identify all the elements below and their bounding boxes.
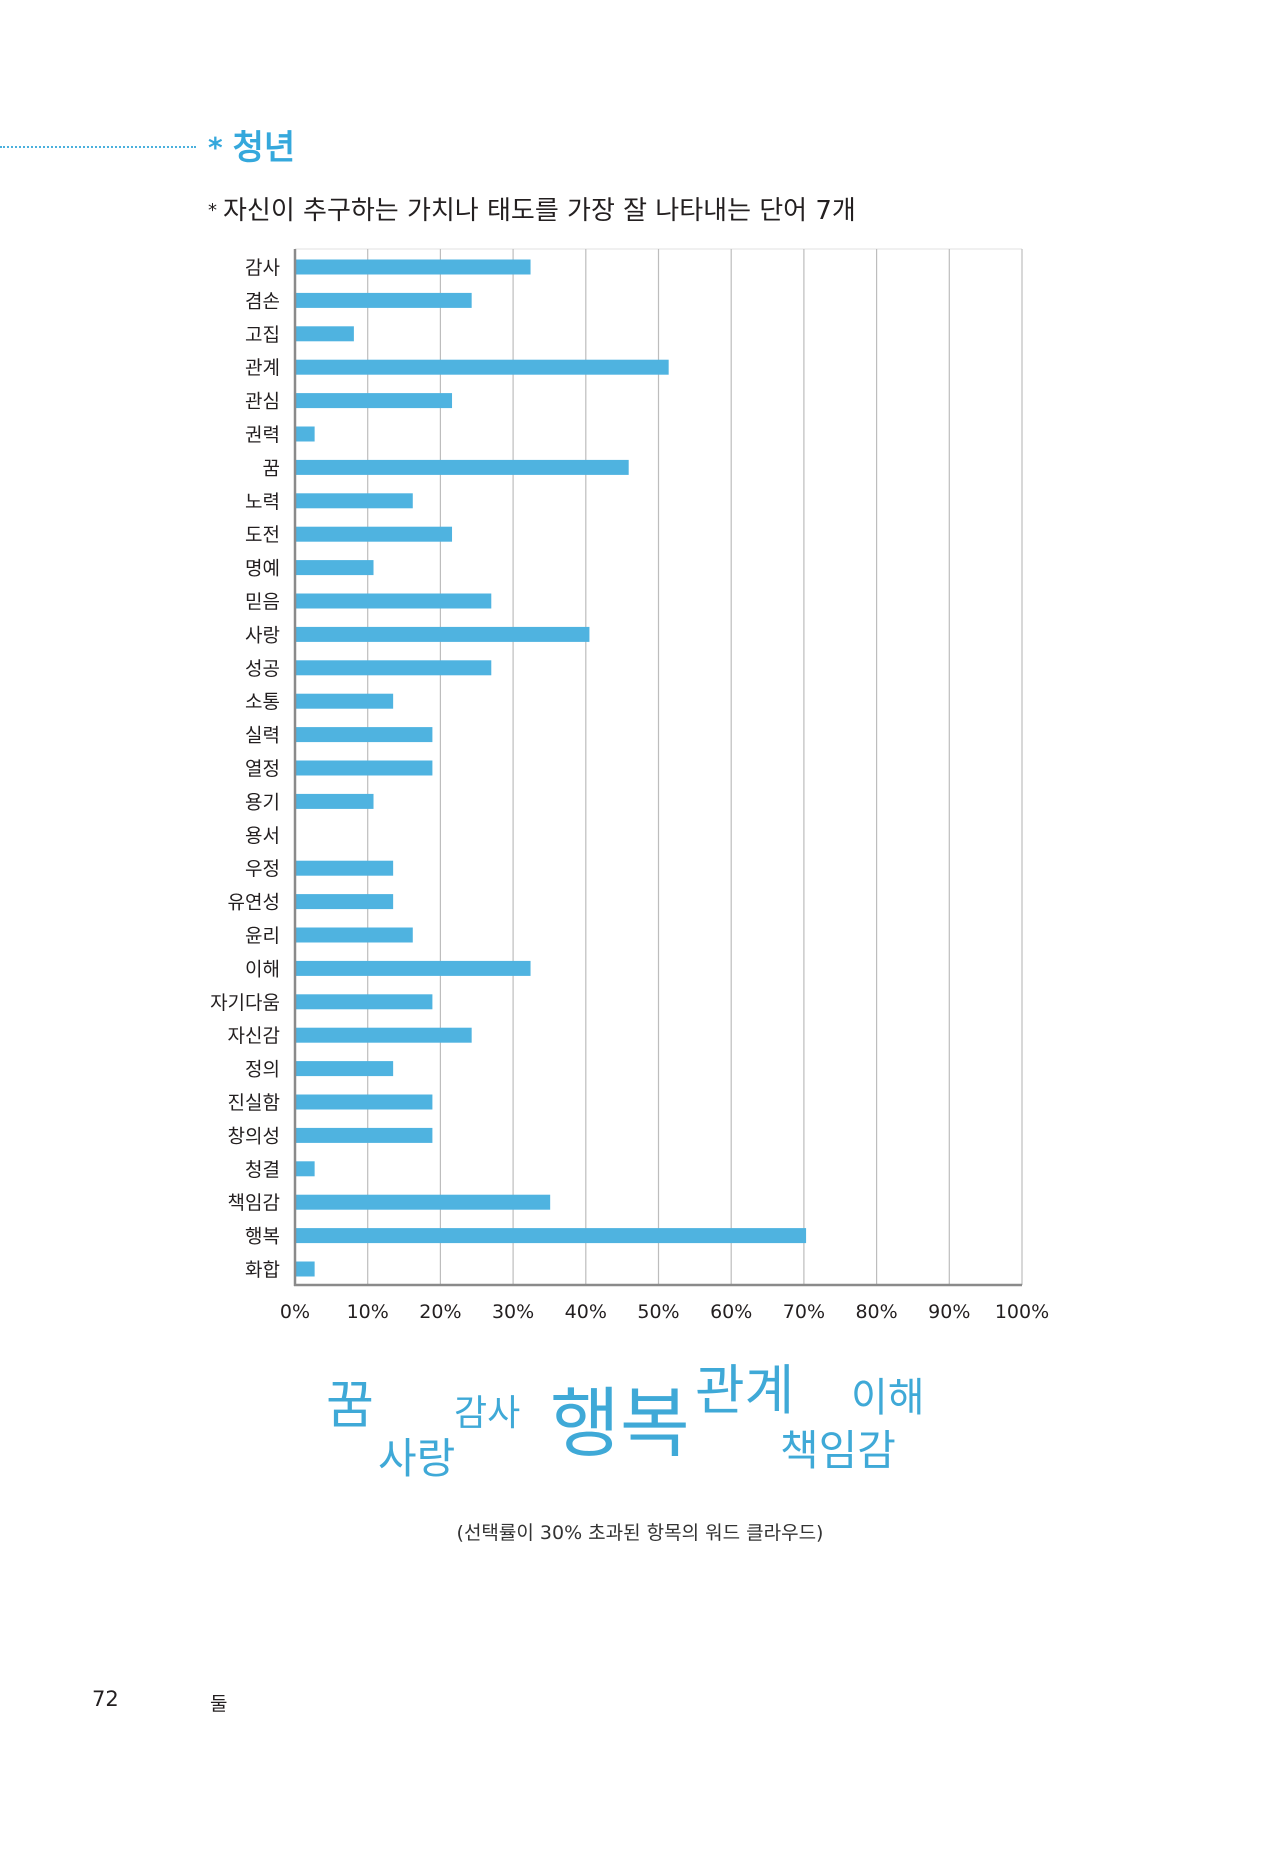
- bar: [295, 493, 413, 509]
- bar: [295, 660, 492, 676]
- bar: [295, 960, 531, 976]
- bar: [295, 359, 669, 375]
- bar: [295, 593, 492, 609]
- y-category-label: 우정: [245, 858, 280, 880]
- bar: [295, 626, 590, 642]
- bar: [295, 1127, 433, 1143]
- bar: [295, 693, 394, 709]
- bar: [295, 894, 394, 910]
- subtitle-star-marker: *: [208, 200, 217, 221]
- bar: [295, 1161, 315, 1177]
- y-category-label: 자기다움: [210, 992, 280, 1014]
- bar: [295, 1094, 433, 1110]
- x-tick-label: 70%: [783, 1301, 825, 1323]
- x-tick-label: 60%: [710, 1301, 752, 1323]
- x-tick-label: 0%: [280, 1301, 310, 1323]
- page-number: 72: [92, 1687, 119, 1711]
- bar: [295, 426, 315, 442]
- y-category-label: 진실함: [228, 1092, 280, 1114]
- y-category-label: 화합: [245, 1259, 280, 1281]
- bar: [295, 1261, 315, 1277]
- section-title-text: 청년: [232, 128, 296, 168]
- y-category-label: 꿈: [263, 457, 280, 479]
- bar: [295, 860, 394, 876]
- y-category-label: 자신감: [228, 1025, 280, 1047]
- x-tick-label: 10%: [347, 1301, 389, 1323]
- y-category-label: 관계: [245, 357, 280, 379]
- bar: [295, 560, 374, 576]
- y-category-label: 도전: [245, 524, 280, 546]
- bar: [295, 326, 354, 342]
- dotted-rule: [0, 146, 196, 148]
- bar: [295, 927, 413, 943]
- bar: [295, 994, 433, 1010]
- bar: [295, 760, 433, 776]
- x-tick-label: 50%: [637, 1301, 679, 1323]
- word-cloud-caption: (선택률이 30% 초과된 항목의 워드 클라우드): [456, 1522, 824, 1544]
- y-category-label: 이해: [245, 958, 280, 980]
- y-category-label: 성공: [245, 658, 280, 680]
- section-star-marker: *: [208, 131, 223, 164]
- y-category-label: 용서: [245, 825, 280, 847]
- section-title: * 청년: [208, 120, 295, 169]
- y-category-label: 실력: [245, 725, 280, 747]
- y-category-label: 유연성: [228, 892, 280, 914]
- bar: [295, 793, 374, 809]
- y-category-label: 감사: [245, 257, 280, 279]
- y-category-label: 행복: [245, 1226, 280, 1248]
- y-category-label: 용기: [245, 791, 280, 813]
- y-category-label: 창의성: [228, 1125, 280, 1147]
- y-category-label: 관심: [245, 391, 280, 413]
- y-category-label: 책임감: [228, 1192, 280, 1214]
- bar: [295, 1027, 472, 1043]
- x-tick-label: 90%: [928, 1301, 970, 1323]
- bar: [295, 727, 433, 743]
- y-category-label: 소통: [245, 691, 280, 713]
- x-tick-label: 40%: [565, 1301, 607, 1323]
- bar: [295, 259, 531, 275]
- bar: [295, 1194, 551, 1210]
- chart-subtitle: * 자신이 추구하는 가치나 태도를 가장 잘 나타내는 단어 7개: [208, 190, 856, 227]
- subtitle-text: 자신이 추구하는 가치나 태도를 가장 잘 나타내는 단어 7개: [223, 196, 856, 226]
- bar: [295, 459, 629, 475]
- y-category-label: 고집: [245, 324, 280, 346]
- running-title: 둘: [210, 1693, 228, 1715]
- bar: [295, 1061, 394, 1077]
- x-tick-label: 100%: [995, 1301, 1049, 1323]
- y-category-label: 겸손: [245, 290, 280, 312]
- x-tick-label: 80%: [855, 1301, 897, 1323]
- y-category-label: 명예: [245, 558, 280, 580]
- y-category-label: 믿음: [245, 591, 280, 613]
- y-category-label: 청결: [245, 1159, 280, 1181]
- bar: [295, 1228, 807, 1244]
- y-category-label: 노력: [245, 491, 280, 513]
- y-category-label: 사랑: [245, 624, 280, 646]
- y-category-label: 윤리: [245, 925, 280, 947]
- bar: [295, 526, 453, 542]
- bar: [295, 393, 453, 409]
- y-category-label: 권력: [245, 424, 280, 446]
- bar: [295, 292, 472, 308]
- x-tick-label: 20%: [419, 1301, 461, 1323]
- y-category-label: 정의: [245, 1059, 280, 1081]
- x-tick-label: 30%: [492, 1301, 534, 1323]
- y-category-label: 열정: [245, 758, 280, 780]
